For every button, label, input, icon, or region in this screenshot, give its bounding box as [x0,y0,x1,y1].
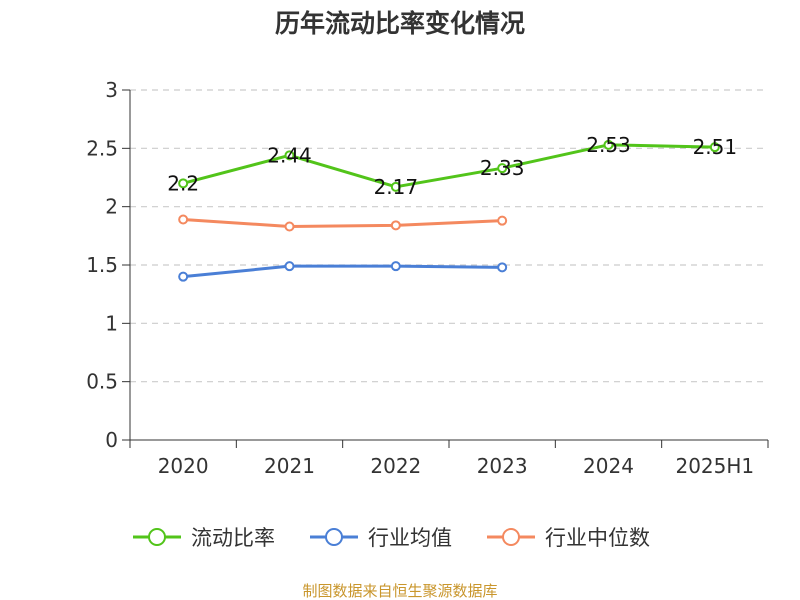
data-label: 2.17 [374,175,419,199]
data-label: 2.33 [480,156,525,180]
data-point [390,181,401,192]
data-point [284,150,295,161]
data-label: 2.53 [586,133,631,157]
y-tick-label: 2 [105,195,118,219]
data-point [284,261,295,272]
data-point [284,221,295,232]
series-line [181,143,717,189]
legend-item[interactable]: 行业均值 [310,526,452,550]
legend-item[interactable]: 流动比率 [133,526,275,550]
series-line [181,218,504,228]
x-tick-label: 2023 [477,454,528,478]
chart-title: 历年流动比率变化情况 [275,9,525,38]
legend[interactable]: 流动比率 行业均值 行业中位数 [133,526,650,550]
legend-label: 行业中位数 [545,526,650,550]
legend-label: 流动比率 [191,526,275,550]
data-label: 2.2 [167,171,199,195]
source-note: 制图数据来自恒生聚源数据库 [302,582,497,600]
data-point [497,163,508,174]
y-tick-label: 1.5 [86,253,118,277]
legend-label: 行业均值 [368,526,452,550]
x-tick-label: 2021 [264,454,315,478]
data-point [497,262,508,273]
legend-item[interactable]: 行业中位数 [487,526,650,550]
y-tick-label: 1 [105,311,118,335]
series-line [181,264,504,279]
data-point [178,178,189,189]
legend-marker-icon [325,528,343,546]
data-label: 2.44 [267,143,312,167]
data-point [603,139,614,150]
x-tick-label: 2025H1 [675,454,754,478]
x-tick-label: 2022 [370,454,421,478]
data-labels: 2.2 2.44 2.17 2.33 2.53 2.51 [167,133,737,199]
series [178,139,720,282]
data-label: 2.51 [693,135,738,159]
legend-marker-icon [148,528,166,546]
grid [130,89,768,383]
y-tick-label: 0.5 [86,370,118,394]
x-tick-label: 2020 [158,454,209,478]
data-point [390,261,401,272]
y-tick-label: 2.5 [86,136,118,160]
data-point [709,142,720,153]
data-point [178,271,189,282]
y-tick-label: 0 [105,428,118,452]
data-point [178,214,189,225]
data-point [497,215,508,226]
y-tick-label: 3 [105,78,118,102]
data-point [390,220,401,231]
legend-marker-icon [502,528,520,546]
x-tick-label: 2024 [583,454,634,478]
